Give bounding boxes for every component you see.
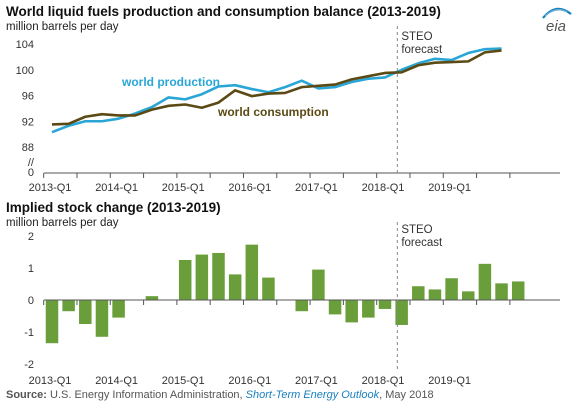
bar-2018-Q1	[378, 300, 392, 309]
bar-2016-Q4	[295, 300, 308, 312]
source-date: , May 2018	[379, 389, 434, 401]
forecast-label-line2: forecast	[401, 44, 443, 56]
x-tick-label: 2016-Q1	[228, 375, 271, 387]
chart1-title: World liquid fuels production and consum…	[6, 4, 441, 19]
source-text: U.S. Energy Information Administration,	[46, 389, 246, 401]
bar-2017-Q2	[328, 300, 342, 315]
eia-logo: eia	[537, 4, 575, 34]
bar-2015-Q3	[212, 252, 225, 300]
x-tick-label: 2013-Q1	[29, 375, 72, 387]
x-tick-label: 2018-Q1	[362, 375, 405, 387]
bar-2018-Q3	[412, 286, 425, 300]
y-tick-label: 0	[28, 295, 34, 307]
x-tick-label: 2016-Q1	[228, 182, 271, 194]
bar-2013-Q3	[79, 300, 92, 324]
forecast-label-line2: forecast	[401, 237, 443, 249]
y-tick-label: -1	[24, 327, 34, 339]
forecast-label-line1: STEO	[401, 224, 432, 236]
x-tick-label: 2014-Q1	[95, 375, 138, 387]
chart2-title: Implied stock change (2013-2019)	[6, 200, 221, 215]
source-label: Source:	[6, 389, 47, 401]
y-tick-label: 100	[16, 65, 34, 77]
bar-2018-Q4	[428, 289, 442, 300]
bar-2019-Q1	[445, 278, 458, 300]
production-consumption-chart: 88 92 96 100 104 //0 2013-Q1 2014-Q1 2015-Q1 2016…	[16, 26, 560, 194]
chart2-unit-label: million barrels per day	[6, 217, 119, 229]
bar-2016-Q1	[245, 244, 259, 300]
y-tick-label: 104	[16, 39, 34, 51]
y-tick-label: 88	[22, 142, 34, 154]
series-label-consumption: world consumption	[217, 105, 329, 119]
x-tick-label: 2013-Q1	[29, 182, 72, 194]
x-tick-label: 2015-Q1	[162, 182, 205, 194]
bar-2019-Q2	[462, 291, 475, 300]
bar-2013-Q4	[95, 300, 109, 337]
bar-2015-Q2	[195, 254, 209, 300]
x-tick-label: 2017-Q1	[295, 375, 338, 387]
bar-2015-Q1	[178, 260, 192, 300]
y-tick-label: -2	[24, 359, 34, 371]
x-tick-label: 2019-Q1	[428, 375, 471, 387]
y-tick-label: 96	[22, 91, 34, 103]
y-tick-label-zero: 0	[28, 167, 34, 179]
bar-2019-Q4	[495, 283, 508, 300]
bar-2013-Q2	[62, 300, 75, 312]
x-tick-label: 2018-Q1	[362, 182, 405, 194]
forecast-label-line1: STEO	[401, 31, 432, 43]
bar-2013-Q1	[45, 300, 59, 344]
axis-break-mark: //	[28, 157, 35, 169]
bar-2015-Q4	[228, 274, 242, 300]
bar-q28	[511, 281, 525, 300]
bar-2017-Q3	[345, 300, 358, 323]
source-footer: Source: U.S. Energy Information Administ…	[6, 389, 434, 401]
publication-link[interactable]: Short-Term Energy Outlook	[245, 389, 380, 401]
x-tick-label: 2017-Q1	[295, 182, 338, 194]
y-tick-label: 92	[22, 116, 34, 128]
x-tick-label: 2015-Q1	[162, 375, 205, 387]
bar-2016-Q2	[262, 277, 275, 300]
x-tick-label: 2014-Q1	[95, 182, 138, 194]
logo-text: eia	[546, 18, 566, 34]
bar-2014-Q1	[112, 300, 125, 318]
bar-2017-Q1	[312, 269, 325, 300]
series-line-consumption	[51, 49, 502, 126]
y-tick-label: 2	[28, 231, 34, 243]
chart1-unit-label: million barrels per day	[6, 21, 119, 33]
bar-2017-Q4	[362, 300, 375, 318]
y-tick-label: 1	[28, 263, 34, 275]
bar-2018-Q2	[395, 300, 408, 325]
series-label-production: world production	[121, 75, 220, 89]
bar-2014-Q3	[145, 296, 159, 300]
bar-2019-Q3	[478, 263, 492, 300]
x-tick-label: 2019-Q1	[428, 182, 471, 194]
